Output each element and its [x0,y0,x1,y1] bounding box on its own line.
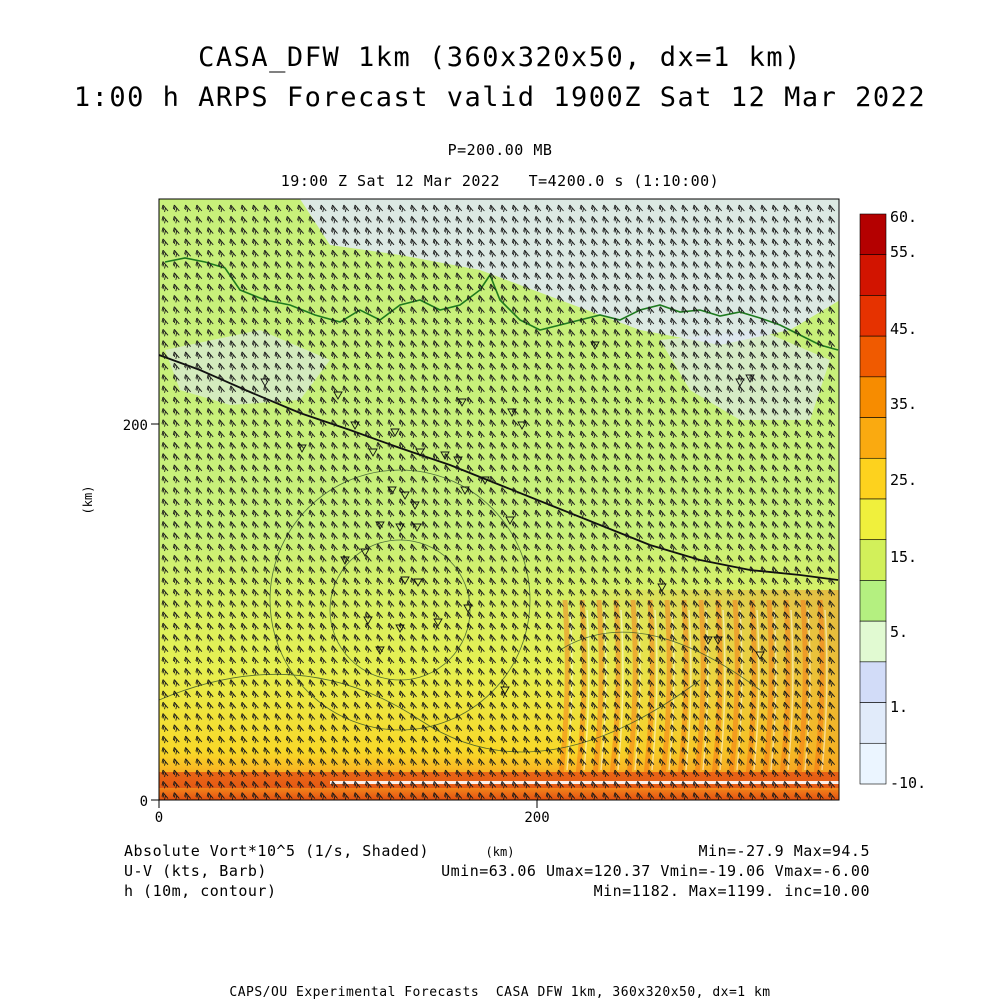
colorbar-label: 45. [890,320,917,338]
colorbar-label: 5. [890,623,908,641]
low-vorticity-region-west [165,330,330,405]
shaded-field-label: Absolute Vort*10^5 (1/s, Shaded) [124,842,429,860]
colorbar-swatch [859,539,887,581]
chart-title: CASA_DFW 1km (360x320x50, dx=1 km) [198,42,802,73]
colorbar-swatch [859,457,887,500]
y-tick-label: 200 [123,418,148,434]
barb-field-stats: Umin=63.06 Umax=120.37 Vmin=-19.06 Vmax=… [441,862,870,880]
plot-frame [158,198,840,801]
colorbar-swatch [859,213,887,256]
colorbar-label: 60. [890,208,917,226]
high-vorticity-band-south [159,772,839,788]
low-vorticity-region [300,199,839,345]
vorticity-streaks [558,599,828,776]
low-vorticity-region-east [660,330,830,420]
colorbar-label: 1. [890,698,908,716]
colorbar-label: 55. [890,243,917,261]
pressure-level-label: P=200.00 MB [447,141,553,159]
colorbar-swatch [859,702,887,744]
barb-field-label: U-V (kts, Barb) [124,862,267,880]
contour-field-label: h (10m, contour) [124,882,277,900]
state-boundary-red-river [164,257,839,351]
shaded-field-stats: Min=-27.9 Max=94.5 [698,842,870,860]
station-markers [260,341,765,695]
valid-time-label: 19:00 Z Sat 12 Mar 2022 T=4200.0 s (1:10… [280,172,720,190]
x-axis-label: (km) [486,845,515,859]
wind-barbs [161,204,836,800]
colorbar: 60. 55. 45. 35. 25. 15. 5. 1. -10. [859,208,926,792]
colorbar-swatch [859,580,887,622]
colorbar-swatch [859,498,887,541]
colorbar-swatch [859,620,887,663]
colorbar-swatch [859,742,887,785]
colorbar-label: -10. [890,774,926,792]
y-tick-label: 0 [140,794,148,810]
colorbar-swatch [859,335,887,378]
colorbar-swatch [859,376,887,418]
credit-line: CAPS/OU Experimental Forecasts CASA DFW … [229,985,771,1000]
colorbar-swatch [859,661,887,703]
colorbar-swatch [859,254,887,296]
height-contours [159,469,761,753]
low-vorticity-line-south [330,781,839,784]
x-tick-label: 0 [155,810,163,826]
chart-subtitle: 1:00 h ARPS Forecast valid 1900Z Sat 12 … [73,82,927,113]
colorbar-swatch [859,295,887,337]
contour-field-stats: Min=1182. Max=1199. inc=10.00 [593,882,870,900]
y-axis-label: (km) [81,486,95,515]
colorbar-label: 35. [890,395,917,413]
colorbar-label: 25. [890,471,917,489]
colorbar-label: 15. [890,548,917,566]
x-tick-label: 200 [524,810,549,826]
colorbar-swatch [859,417,887,459]
